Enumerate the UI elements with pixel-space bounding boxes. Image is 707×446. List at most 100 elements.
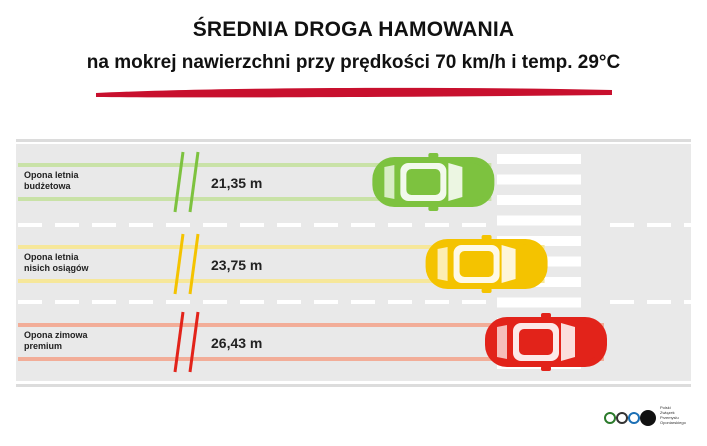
lane-dash [240,223,264,227]
logo-circle-2 [616,412,628,424]
value-label: 26,43 m [211,335,262,351]
axis-break-mark [188,311,200,373]
car-rear-window [384,165,395,199]
bar-track-bottom [18,279,545,283]
car-hood [577,321,605,363]
lane-dash [166,300,190,304]
lane-dash [351,300,375,304]
lane-dash [425,300,449,304]
car-roof-panel [459,251,494,277]
category-label-line: Opona letnia [24,170,80,180]
crosswalk-stripe [497,195,581,205]
lane-dash [277,223,301,227]
car-windshield [561,323,575,361]
car-mirror [428,153,439,158]
category-label-line: Opona letnia [24,252,80,262]
lane-dash [129,300,153,304]
logo-circle-4 [640,410,656,426]
lane-dash [55,300,79,304]
bar-track-top [18,323,604,327]
lane-dash [647,223,671,227]
axis-break-mark [173,311,185,373]
bar-track-bottom [18,357,604,361]
lane-dash [55,223,79,227]
lane-dash [18,300,42,304]
lane-dash [684,223,707,227]
lane-dash [462,223,486,227]
axis-break-mark [188,151,200,213]
lane-dash [388,300,412,304]
car-windshield [448,163,463,201]
lane-dash [240,300,264,304]
lane-dash [610,300,634,304]
organization-logo [604,410,656,426]
road-edge-bottom [16,384,691,387]
crosswalk-stripe [497,236,581,246]
category-label-line: Opona zimowa [24,330,89,340]
logo-text-block: Polski Związek Przemysłu Oponiarskiego [605,405,695,429]
car-hood [464,161,493,203]
chart-subtitle: na mokrej nawierzchni przy prędkości 70 … [86,52,621,73]
lane-dash [610,223,634,227]
logo-circle-1 [604,412,616,424]
braking-bar: Opona zimowa premium 26,43 m [18,311,607,373]
car-rear-window [437,247,448,281]
lane-dash [92,300,116,304]
chart-title: ŚREDNIA DROGA HAMOWANIA [192,18,515,41]
lane-dash [388,223,412,227]
bar-track-top [18,245,545,249]
car-mirror [428,206,439,211]
category-label-line: budżetowa [24,181,71,191]
crosswalk-stripe [497,215,581,226]
axis-break-mark [188,233,200,295]
logo-line: Przemysłu [660,415,679,420]
logo-line: Polski [660,405,671,410]
lane-dash [314,223,338,227]
car-mirror [481,235,492,240]
logo-circle-3 [628,412,640,424]
category-label: Opona letnia nisich osiągów [24,252,90,273]
category-label-line: premium [24,341,62,351]
lane-dash [18,223,42,227]
axis-break-mark [173,151,185,213]
braking-bar: Opona letnia budżetowa 21,35 m [18,151,495,213]
lane-dash [647,300,671,304]
lane-dash [166,223,190,227]
logo-line: Związek [660,410,675,415]
car-rear-window [497,325,507,359]
lane-dash [425,223,449,227]
car-mirror [541,313,551,318]
value-label: 23,75 m [211,257,262,273]
car-hood [517,243,546,285]
car-roof-panel [519,329,553,355]
axis-break-mark [173,233,185,295]
lane-dash [92,223,116,227]
category-label-line: nisich osiągów [24,263,90,273]
lane-dash [462,300,486,304]
category-label: Opona letnia budżetowa [24,170,80,191]
bar-track-bottom [18,197,492,201]
car-mirror [541,366,551,371]
road-edge-top [16,139,691,142]
lane-dash [351,223,375,227]
logo-line: Oponiarskiego [660,420,686,425]
car-mirror [481,288,492,293]
crosswalk-stripe [497,297,581,308]
lane-dash [277,300,301,304]
category-label: Opona zimowa premium [24,330,89,351]
lane-dash [684,300,707,304]
car-windshield [501,245,516,283]
bar-track-top [18,163,492,167]
lane-dashes [18,223,707,304]
lane-dash [203,300,227,304]
car-roof-panel [406,169,441,195]
crosswalk-stripe [497,174,581,185]
value-label: 21,35 m [211,175,262,191]
lane-dash [129,223,153,227]
braking-bar: Opona letnia nisich osiągów 23,75 m [18,233,548,295]
crosswalk-stripe [497,154,581,164]
lane-dash [203,223,227,227]
title-underline [96,87,612,98]
lane-dash [314,300,338,304]
